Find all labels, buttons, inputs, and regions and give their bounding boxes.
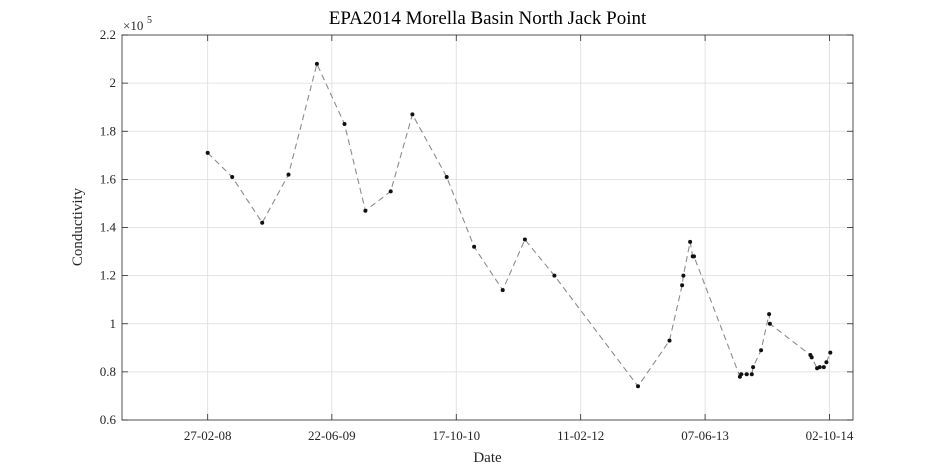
- data-point: [767, 312, 772, 317]
- data-point: [552, 273, 557, 278]
- data-point: [692, 254, 696, 259]
- y-tick-label: 1.8: [100, 123, 116, 138]
- data-point: [472, 244, 477, 249]
- y-exponent-base: ×10: [123, 18, 143, 33]
- series: [205, 61, 833, 389]
- data-point: [363, 208, 368, 213]
- data-point: [205, 150, 210, 155]
- data-point: [500, 288, 505, 293]
- data-point: [230, 175, 235, 179]
- data-point: [759, 348, 764, 353]
- data-point: [744, 372, 749, 377]
- x-tick-label: 27-02-08: [184, 428, 232, 443]
- data-point: [444, 175, 449, 179]
- y-tick-label: 0.8: [100, 364, 116, 379]
- x-tick-label: 07-06-13: [681, 428, 729, 443]
- y-tick-label: 1.4: [100, 220, 117, 235]
- y-tick-label: 1: [110, 316, 117, 331]
- data-point: [681, 273, 686, 278]
- x-tick-label: 02-10-14: [806, 428, 854, 443]
- y-tick-label: 1.6: [100, 171, 117, 186]
- data-point: [680, 283, 685, 288]
- y-exponent-power: 5: [147, 15, 152, 26]
- data-point: [828, 350, 833, 355]
- data-point: [767, 321, 772, 326]
- data-point: [688, 239, 693, 244]
- data-point: [817, 365, 822, 370]
- data-point: [824, 360, 829, 365]
- data-point: [749, 372, 754, 377]
- data-point: [809, 355, 814, 360]
- x-tick-label: 22-06-09: [308, 428, 356, 443]
- data-point: [410, 112, 415, 117]
- y-tick-label: 2.2: [100, 27, 116, 42]
- grid: [122, 35, 853, 420]
- y-tick-label: 1.2: [100, 268, 116, 283]
- data-point: [636, 384, 640, 389]
- data-point: [821, 365, 826, 370]
- y-tick-label: 0.6: [100, 412, 117, 427]
- data-point: [522, 237, 527, 242]
- data-point: [667, 338, 672, 343]
- x-tick-label: 17-10-10: [432, 428, 480, 443]
- x-axis-title: Date: [473, 450, 502, 466]
- data-point: [314, 61, 319, 66]
- data-point: [260, 220, 265, 225]
- y-axis-title: Conductivity: [70, 187, 86, 266]
- data-point: [388, 189, 393, 194]
- data-point: [739, 372, 744, 377]
- data-point: [751, 365, 756, 370]
- ticks: 0.6 0.8 1 1.2 1.4 1.6 1.8 2 2.2 27-02-08 22-06-09 1…: [100, 27, 854, 443]
- data-point: [342, 122, 347, 126]
- chart-title: EPA2014 Morella Basin North Jack Point: [329, 8, 647, 29]
- data-point: [286, 172, 291, 177]
- x-tick-label: 11-02-12: [557, 428, 604, 443]
- y-tick-label: 2: [110, 75, 117, 90]
